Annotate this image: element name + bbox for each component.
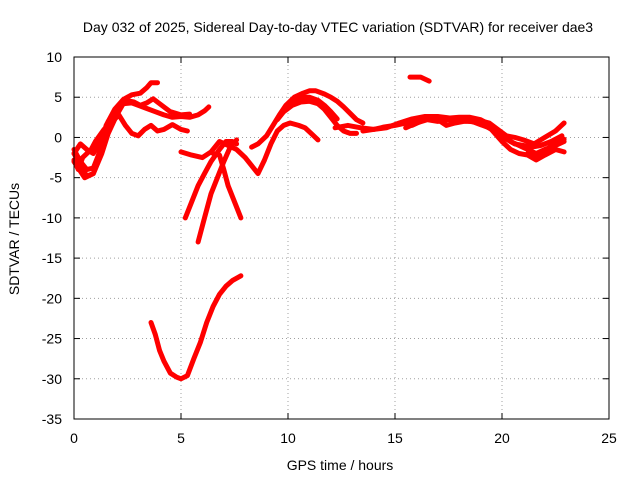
y-tick-label: -5 <box>50 170 63 186</box>
y-tick-label: -25 <box>42 331 62 347</box>
y-axis: 10 5 0 -5 -10 -15 -20 -25 -30 -35 <box>42 49 609 427</box>
series-arc-early-b <box>71 80 160 173</box>
series-arc-short <box>407 74 432 84</box>
y-tick-label: 10 <box>46 49 62 65</box>
y-tick-label: -30 <box>42 371 62 387</box>
y-tick-label: -10 <box>42 210 62 226</box>
series-arc-mid-f <box>274 98 359 136</box>
x-tick-label: 0 <box>70 430 78 446</box>
series-arc-mid-b <box>182 139 240 221</box>
y-tick-label: -20 <box>42 290 62 306</box>
x-tick-label: 15 <box>387 430 403 446</box>
series-arc-mid-c <box>195 137 240 245</box>
series-arc-mid-d <box>210 151 244 221</box>
y-axis-label: SDTVAR / TECUs <box>6 183 22 295</box>
series-arc-late-e <box>525 136 567 161</box>
series-arc-mid-a <box>178 120 321 177</box>
x-tick-label: 20 <box>494 430 510 446</box>
x-tick-label: 10 <box>280 430 296 446</box>
series-arc-early-d <box>71 100 212 181</box>
x-tick-label: 25 <box>601 430 617 446</box>
x-tick-label: 5 <box>177 430 185 446</box>
y-tick-label: 0 <box>54 129 62 145</box>
series-arc-late-d <box>409 114 565 150</box>
series-arc-mid-g <box>281 94 340 122</box>
series-arc-early-c <box>71 112 190 173</box>
plot-frame <box>73 56 610 420</box>
series-arc-early-a <box>71 96 193 179</box>
y-tick-label: -15 <box>42 250 62 266</box>
series-arc-mid-e <box>249 88 366 150</box>
series-arc-early-e <box>71 118 111 156</box>
series-arc-late-b <box>360 114 567 156</box>
series-arc-low <box>148 273 244 382</box>
data-series <box>71 74 567 382</box>
x-axis-label: GPS time / hours <box>287 457 394 473</box>
y-tick-label: -35 <box>42 411 62 427</box>
x-axis: 0 5 10 15 20 25 <box>70 57 617 446</box>
chart-title: Day 032 of 2025, Sidereal Day-to-day VTE… <box>83 19 593 35</box>
y-tick-label: 5 <box>54 89 62 105</box>
